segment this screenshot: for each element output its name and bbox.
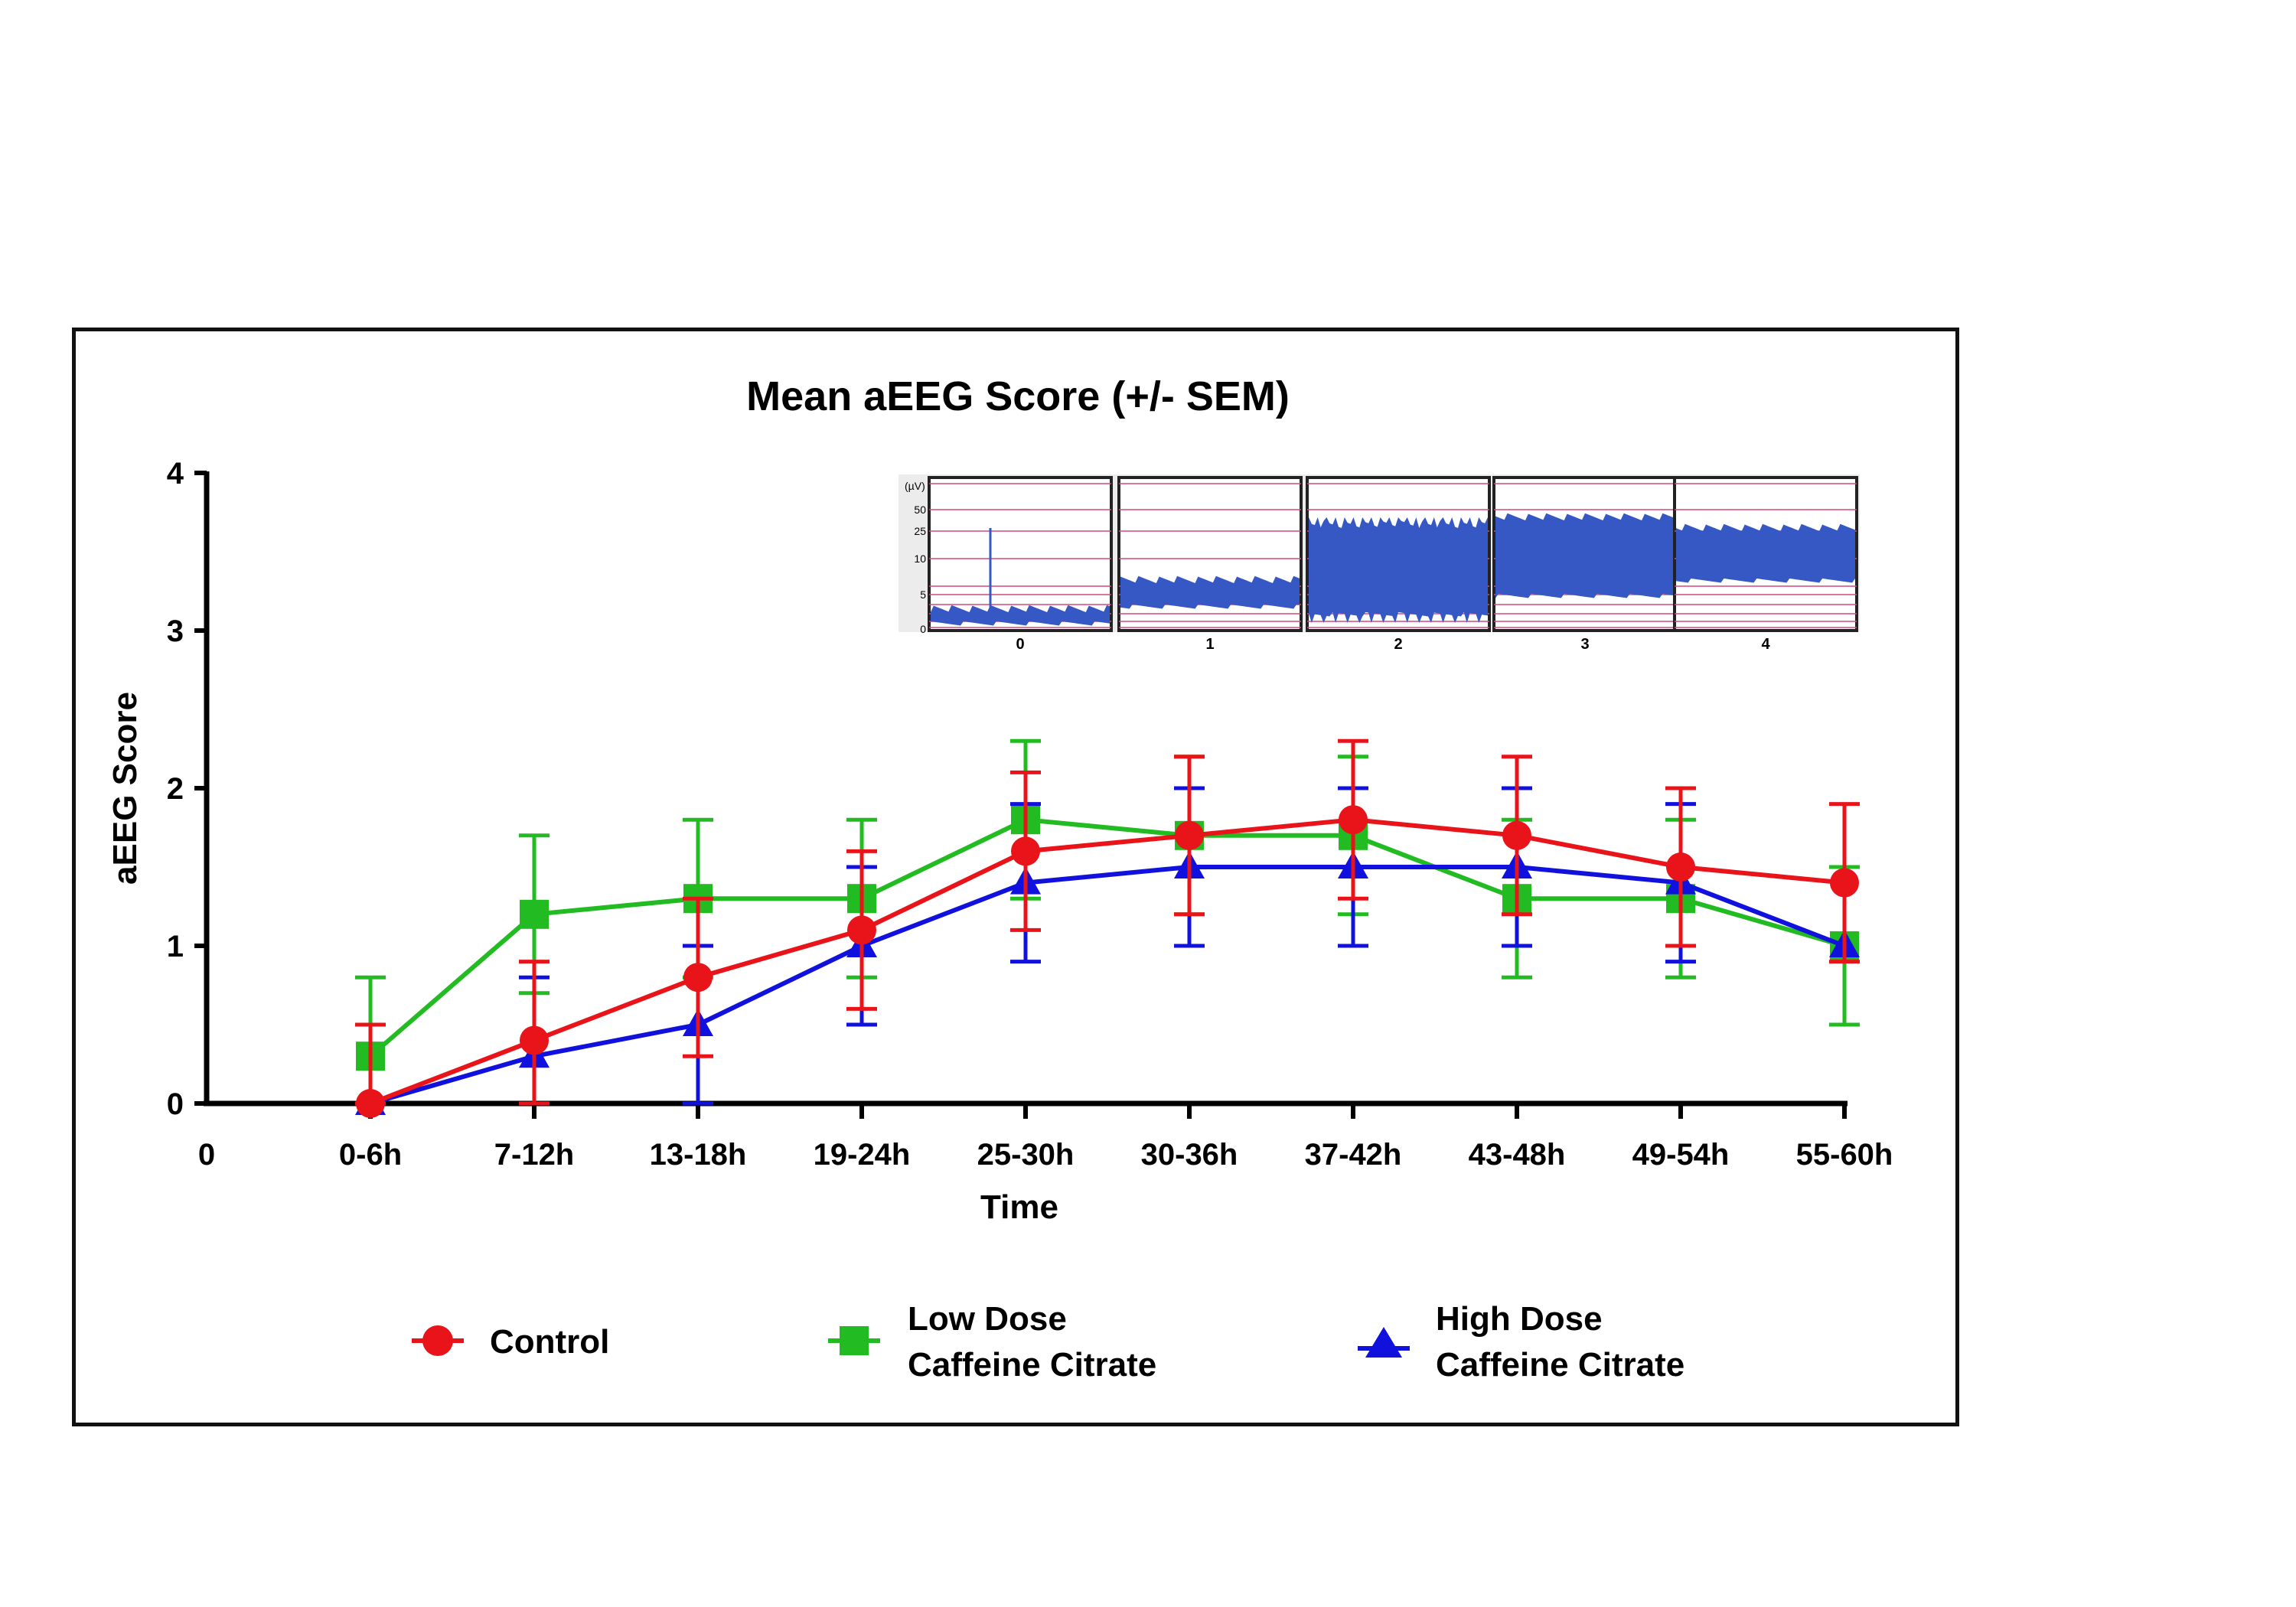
y-tick-label: 4 [167,457,184,491]
inset-y-tick: 50 [914,504,926,516]
inset-panel: 3 [1492,476,1678,653]
x-axis-label: Time [980,1188,1058,1226]
inset-panel-label: 2 [1394,636,1402,653]
x-origin-label: 0 [198,1138,215,1172]
y-axis-label: aEEG Score [106,692,144,885]
y-tick-label: 2 [167,772,184,806]
data-point-circle [520,1025,549,1055]
x-tick-label: 0-6h [339,1138,402,1172]
data-point-circle [356,1089,385,1118]
inset-trace [1309,517,1488,623]
x-tick-label: 7-12h [494,1138,575,1172]
series-layer [355,738,1860,1118]
chart-frame [72,328,1959,1426]
inset-panel-label: 0 [1016,636,1024,653]
series-line [369,817,1845,1106]
inset-y-tick: 5 [920,588,926,601]
y-ticks: 0 1 2 3 4 [167,457,207,1121]
chart-title: Mean aEEG Score (+/- SEM) [746,373,1290,419]
x-tick-label: 37-42h [1305,1138,1402,1172]
inset-panel: 4 [1673,476,1858,653]
x-tick-label: 30-36h [1141,1138,1238,1172]
data-point-circle [1339,805,1368,835]
legend-high-dose-marker [1365,1327,1402,1358]
y-tick-label: 3 [167,614,184,648]
series-line [370,865,1846,1106]
inset-trace [1120,575,1300,609]
inset-panel-label: 1 [1205,636,1214,653]
legend-item-high-dose: High Dose Caffeine Citrate [1358,1300,1684,1384]
data-point-square [520,899,549,929]
x-ticks: 0 0-6h 7-12h 13-18h 19-24h 25-30h 30-36h 37-42h… [198,1103,1893,1172]
x-tick-label: 43-48h [1469,1138,1566,1172]
series-triangle [355,786,1860,1115]
inset-y-tick: 0 [920,623,926,635]
inset-panel: 1 [1117,476,1303,653]
x-tick-label: 25-30h [977,1138,1075,1172]
series-circle [355,738,1860,1118]
inset-y-unit: (µV) [905,480,925,492]
legend-low-dose-marker [840,1326,869,1355]
inset-y-tick: 10 [914,553,926,565]
legend: Control Low Dose Caffeine Citrate High D… [412,1300,1684,1384]
data-point-circle [683,963,713,993]
inset-y-tick: 25 [914,525,926,537]
data-point-circle [1830,868,1859,898]
y-tick-label: 0 [167,1087,184,1121]
inset-trace [1676,523,1855,583]
legend-high-dose-label-line1: High Dose [1436,1300,1603,1338]
inset-panel-label: 3 [1580,636,1589,653]
legend-item-control: Control [412,1323,609,1361]
inset-panel: 2 [1306,476,1491,653]
data-point-circle [847,915,876,945]
x-tick-label: 13-18h [650,1138,747,1172]
legend-low-dose-label-line2: Caffeine Citrate [908,1346,1156,1384]
inset-trace [931,605,1110,626]
inset-panel-label: 4 [1761,636,1770,653]
inset-panel: 0 [928,476,1113,653]
legend-high-dose-label-line2: Caffeine Citrate [1436,1346,1684,1384]
inset-panel-frame [1117,476,1303,632]
data-point-circle [1666,852,1695,882]
x-tick-label: 19-24h [814,1138,911,1172]
x-tick-label: 49-54h [1632,1138,1730,1172]
legend-low-dose-label-line1: Low Dose [908,1300,1067,1338]
series-line [369,817,1845,1058]
legend-control-label: Control [490,1323,609,1361]
data-point-circle [1502,820,1531,850]
data-point-circle [1175,820,1204,850]
data-point-circle [1011,836,1040,866]
y-tick-label: 1 [167,930,184,963]
legend-control-marker [422,1325,453,1356]
x-tick-label: 55-60h [1796,1138,1893,1172]
legend-item-low-dose: Low Dose Caffeine Citrate [828,1300,1156,1384]
inset-trace [1495,513,1675,598]
